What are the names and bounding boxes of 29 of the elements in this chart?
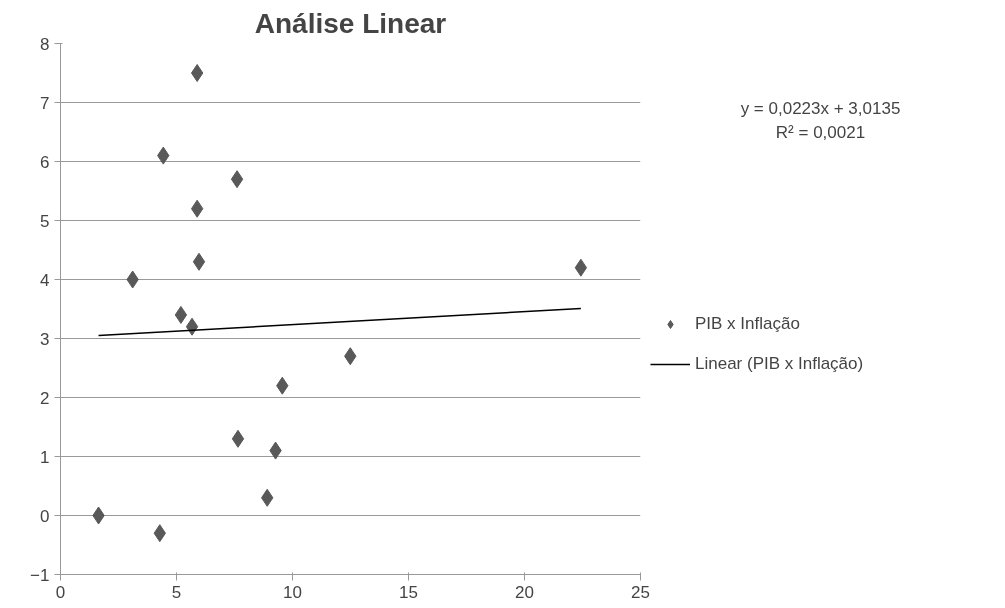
point (185, 317, 199, 336)
text: y = 0,0223x + 3,0135 (740, 98, 901, 118)
x-tick-label: 20 (515, 582, 534, 602)
x-tick-label: 5 (171, 582, 182, 602)
x-tick-label: 15 (399, 582, 418, 602)
chart-title: Análise Linear (254, 7, 447, 39)
point (192, 252, 206, 271)
y-tick-label: 5 (40, 211, 50, 231)
point (174, 305, 188, 324)
y-tick-label: 4 (40, 270, 50, 290)
x-tick-label: 10 (283, 582, 302, 602)
y-tick-label: 1 (40, 447, 50, 467)
point (231, 429, 245, 448)
y-tick-label: 8 (40, 34, 50, 54)
y-tick-label: −1 (30, 565, 50, 585)
y-tick-label: 2 (40, 388, 50, 408)
y-tick-label: 7 (40, 93, 50, 113)
x-tick-label: 0 (55, 582, 66, 602)
y-tick-label: 6 (40, 152, 50, 172)
point (230, 170, 244, 189)
point (574, 258, 588, 277)
x-tick-label: 25 (631, 582, 650, 602)
text: R² = 0,0021 (775, 122, 866, 142)
y-tick-label: 0 (40, 506, 50, 526)
point (190, 199, 204, 218)
legend-label: PIB x Inflação (695, 314, 800, 334)
point (190, 64, 204, 82)
y-tick-label: 3 (40, 329, 50, 349)
legend-label: Linear (PIB x Inflação) (695, 354, 864, 374)
